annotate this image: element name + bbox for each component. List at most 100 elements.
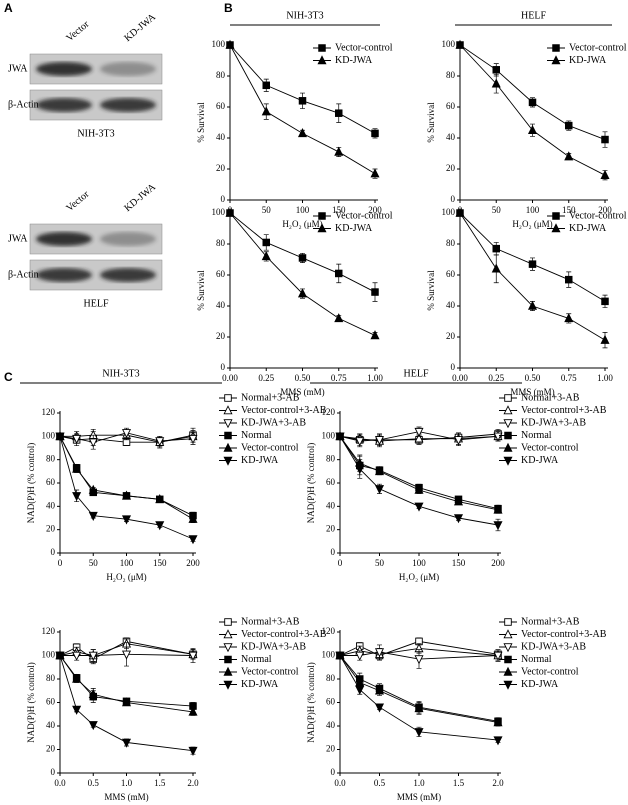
y-tick-label: 20 [216, 331, 226, 341]
marker [355, 437, 365, 447]
legend-marker [503, 442, 513, 452]
x-tick-label: 50 [262, 205, 272, 215]
marker [414, 655, 424, 665]
x-tick-label: 100 [296, 205, 310, 215]
y-tick-label: 60 [216, 269, 226, 279]
marker [261, 106, 271, 116]
marker [72, 651, 82, 661]
x-tick-label: 0 [58, 558, 63, 568]
marker [72, 673, 82, 683]
marker [414, 502, 424, 512]
y-tick-label: 0 [451, 362, 456, 372]
y-axis-label: NAD(P)H (% control) [306, 662, 316, 742]
legend-marker [317, 223, 327, 233]
legend-label: Vector-control [569, 42, 627, 53]
legend-label: Normal+3-AB [521, 392, 580, 403]
legend-label: Normal [241, 654, 272, 665]
marker [453, 496, 464, 506]
legend-marker [551, 223, 561, 233]
marker [527, 300, 538, 310]
marker [491, 263, 501, 273]
y-tick-label: 120 [42, 626, 56, 636]
x-tick-label: 1.0 [413, 778, 425, 788]
legend-label: Normal [241, 430, 272, 441]
marker [600, 334, 610, 344]
x-axis-label: MMS (mM) [104, 792, 148, 802]
marker [297, 128, 308, 138]
x-tick-label: 0 [338, 558, 343, 568]
y-tick-label: 60 [326, 697, 336, 707]
legend-marker [503, 680, 513, 690]
marker [335, 651, 345, 661]
x-tick-label: 0.25 [488, 373, 504, 383]
marker [374, 466, 385, 476]
legend-marker [552, 44, 560, 52]
x-tick-label: 0.0 [54, 778, 66, 788]
marker [564, 151, 574, 161]
cell-label: HELF [84, 298, 109, 309]
marker [88, 484, 98, 494]
marker [370, 168, 380, 178]
y-tick-label: 20 [326, 524, 336, 534]
marker [188, 746, 198, 756]
marker [88, 721, 98, 731]
y-tick-label: 100 [322, 650, 336, 660]
marker [188, 434, 198, 444]
marker [374, 703, 385, 713]
legend-label: KD-JWA [335, 223, 373, 234]
y-tick-label: 20 [216, 163, 226, 173]
y-tick-label: 0 [51, 767, 56, 777]
marker [493, 717, 503, 727]
y-tick-label: 20 [46, 524, 56, 534]
legend-label: Normal+3-AB [241, 616, 300, 627]
x-axis-label: H₂O₂ (μM) [512, 219, 552, 229]
x-tick-label: 200 [491, 558, 505, 568]
x-tick-label: 100 [526, 205, 540, 215]
marker [188, 535, 198, 545]
y-tick-label: 80 [326, 454, 336, 464]
legend-label: Vector-control [241, 666, 299, 677]
marker [493, 432, 503, 442]
cell-label: NIH-3T3 [77, 128, 114, 139]
series-line [59, 436, 194, 520]
blot-band [36, 98, 92, 112]
legend-label: KD-JWA [521, 679, 559, 690]
x-tick-label: 50 [89, 558, 99, 568]
marker [493, 736, 503, 746]
lane-label: KD-JWA [122, 11, 158, 44]
marker [528, 260, 537, 268]
marker [528, 98, 537, 107]
x-tick-label: 50 [492, 205, 502, 215]
marker [355, 465, 365, 475]
y-tick-label: 0 [331, 767, 336, 777]
x-tick-label: 150 [332, 205, 346, 215]
x-tick-label: 1.00 [367, 373, 383, 383]
y-axis-label: NAD(P)H (% control) [26, 443, 36, 523]
y-tick-label: 60 [326, 477, 336, 487]
marker [88, 438, 98, 448]
y-tick-label: 20 [446, 331, 456, 341]
marker [55, 651, 65, 661]
marker [374, 648, 385, 658]
legend-marker [503, 456, 513, 466]
y-tick-label: 60 [46, 477, 56, 487]
series-line [59, 436, 194, 540]
row-label: β-Actin [8, 99, 39, 110]
legend-marker [223, 456, 233, 466]
x-tick-label: 1.5 [154, 778, 166, 788]
legend-marker [551, 55, 561, 65]
marker [261, 251, 271, 261]
lane-label: Vector [64, 18, 92, 44]
legend-marker [504, 655, 512, 664]
x-tick-label: 150 [452, 558, 466, 568]
marker [225, 207, 235, 217]
y-tick-label: 40 [216, 132, 226, 142]
legend-label: KD-JWA [569, 223, 607, 234]
legend-marker [504, 431, 512, 440]
marker [414, 728, 424, 738]
row-label: JWA [8, 63, 28, 74]
legend-label: Vector-control+3-AB [241, 629, 327, 640]
x-tick-label: 1.00 [597, 373, 613, 383]
legend-marker [224, 618, 232, 626]
